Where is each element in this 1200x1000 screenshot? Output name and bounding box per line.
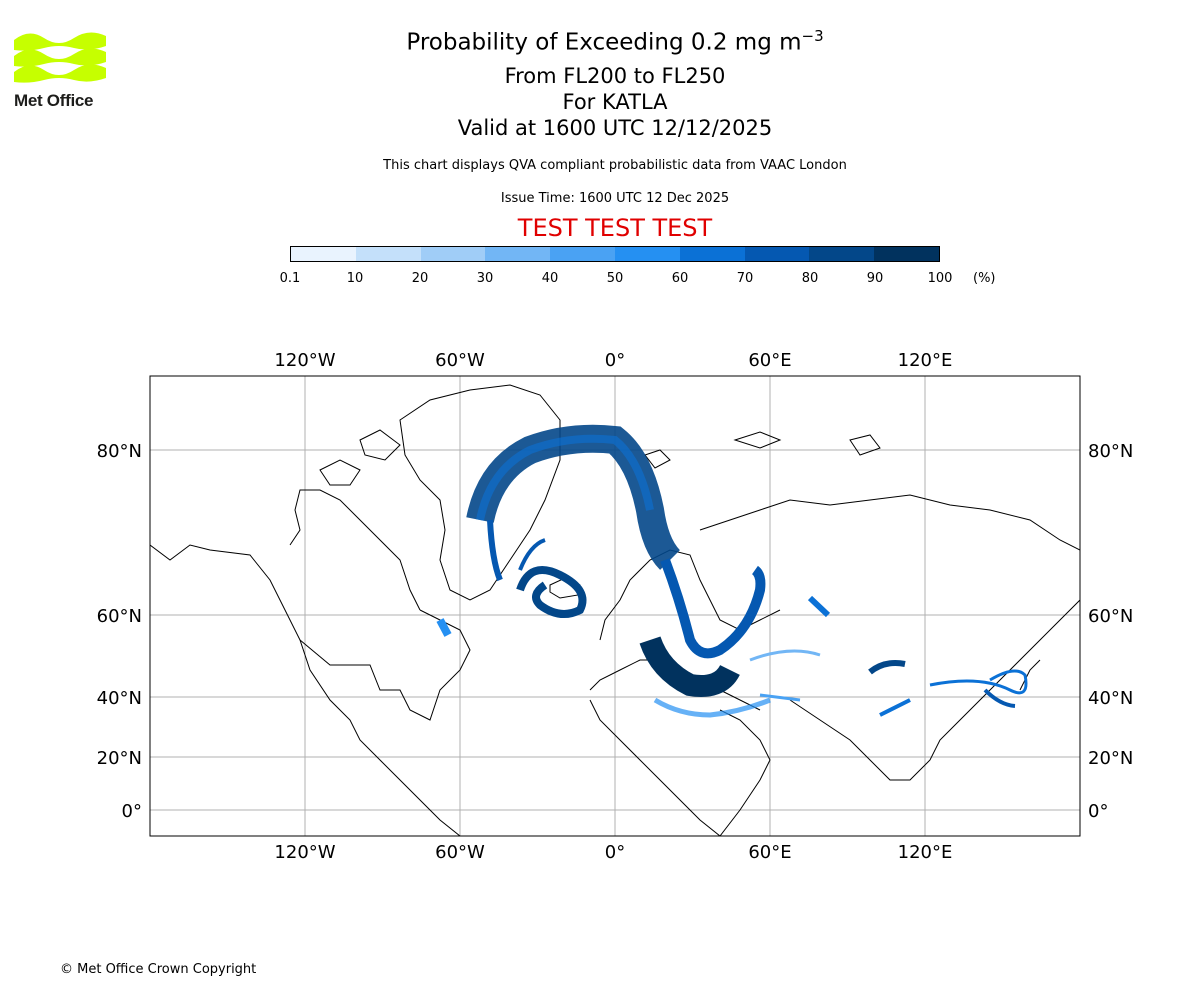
map-frame	[149, 375, 1081, 837]
chart-title: Probability of Exceeding 0.2 mg m−3	[0, 27, 1200, 56]
colorbar-segment	[291, 247, 356, 261]
colorbar-tick-label: 100	[927, 271, 953, 286]
longitude-label: 120°W	[274, 842, 335, 863]
longitude-label: 60°W	[435, 350, 485, 371]
latitude-label: 80°N	[1088, 441, 1133, 462]
colorbar-segment	[874, 247, 939, 261]
colorbar-segment	[420, 247, 486, 261]
colorbar-tick-label: 0.1	[279, 271, 301, 286]
chart-description: This chart displays QVA compliant probab…	[383, 158, 847, 173]
met-office-logo: Met Office	[14, 30, 109, 112]
colorbar-segment	[355, 247, 421, 261]
longitude-label: 120°W	[274, 350, 335, 371]
longitude-label: 60°E	[748, 350, 791, 371]
longitude-label: 120°E	[898, 842, 953, 863]
title-block: From FL200 to FL250 For KATLA Valid at 1…	[0, 63, 1200, 141]
colorbar-tick-label: 70	[736, 271, 754, 286]
logo-text: Met Office	[14, 91, 94, 110]
colorbar-segment	[744, 247, 810, 261]
latitude-label: 0°	[122, 801, 142, 822]
issue-time: Issue Time: 1600 UTC 12 Dec 2025	[500, 191, 730, 206]
title-line4: Valid at 1600 UTC 12/12/2025	[457, 116, 773, 140]
copyright: © Met Office Crown Copyright	[60, 962, 257, 977]
colorbar-segment	[550, 247, 615, 261]
coastlines	[150, 384, 1080, 836]
colorbar	[290, 246, 940, 262]
title-line3: For KATLA	[562, 90, 668, 114]
title-line2: From FL200 to FL250	[504, 64, 726, 88]
colorbar-segment	[679, 247, 745, 261]
colorbar-tick-label: 40	[541, 271, 559, 286]
colorbar-tick-label: 60	[671, 271, 689, 286]
latitude-label: 80°N	[97, 441, 142, 462]
longitude-label: 0°	[605, 842, 625, 863]
longitude-label: 120°E	[898, 350, 953, 371]
longitude-label: 60°E	[748, 842, 791, 863]
test-banner: TEST TEST TEST	[517, 214, 713, 242]
latitude-label: 60°N	[1088, 606, 1133, 627]
colorbar-segment	[809, 247, 875, 261]
colorbar-segment	[614, 247, 680, 261]
longitude-label: 0°	[605, 350, 625, 371]
colorbar-tick-label: 80	[801, 271, 819, 286]
latitude-label: 40°N	[1088, 688, 1133, 709]
map-gridlines	[150, 376, 1080, 836]
latitude-label: 40°N	[97, 688, 142, 709]
latitude-label: 20°N	[1088, 748, 1133, 769]
latitude-label: 20°N	[97, 748, 142, 769]
colorbar-tick-label: 20	[411, 271, 429, 286]
map-axis-labels: 120°W 120°W 60°W 60°W 0° 0° 60°E 60°E 120°E 120°E…	[97, 350, 1134, 863]
latitude-label: 0°	[1088, 801, 1108, 822]
longitude-label: 60°W	[435, 842, 485, 863]
colorbar-tick-label: 30	[476, 271, 494, 286]
title-line1: Probability of Exceeding 0.2 mg m	[406, 29, 802, 56]
ash-probability-plume	[436, 424, 1028, 718]
colorbar-tick-label: 10	[346, 271, 364, 286]
latitude-label: 60°N	[97, 606, 142, 627]
colorbar-tick-label: 90	[866, 271, 884, 286]
colorbar-unit: (%)	[973, 271, 996, 286]
met-office-waves-icon	[14, 32, 106, 83]
colorbar-segment	[485, 247, 551, 261]
colorbar-tick-label: 50	[606, 271, 624, 286]
title-exponent: −3	[801, 27, 824, 45]
